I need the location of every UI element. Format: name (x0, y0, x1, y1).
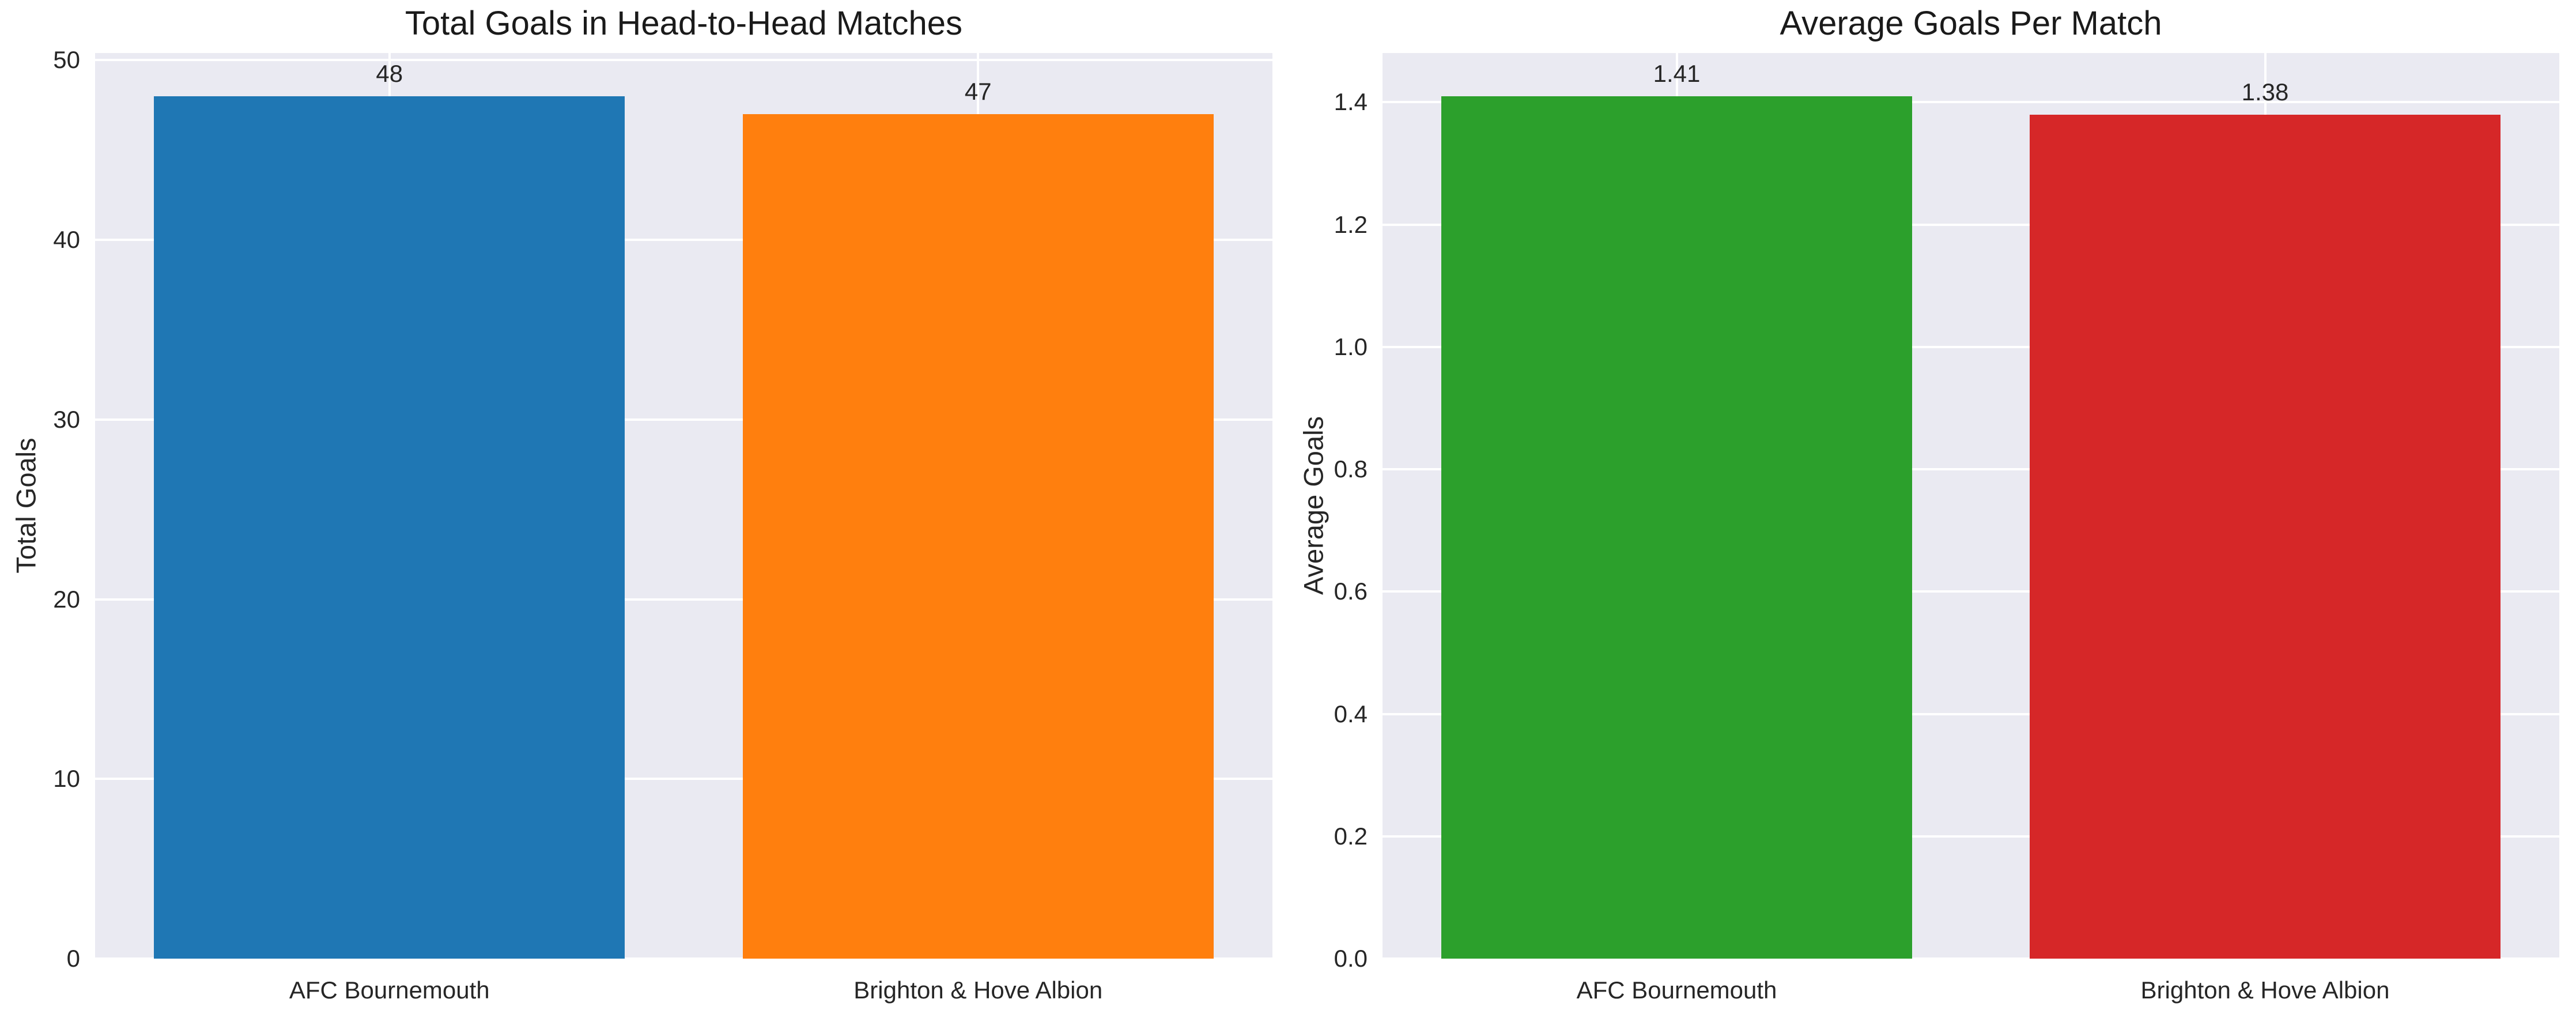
y-tick-label: 0.4 (1334, 700, 1368, 727)
y-tick-label: 1.4 (1334, 88, 1368, 116)
gridline-horizontal (95, 239, 1272, 242)
bar-value-label: 48 (376, 59, 403, 87)
y-axis-label: Average Goals (1298, 416, 1329, 595)
y-tick-label: 0.0 (1334, 945, 1368, 972)
y-tick-label: 10 (53, 765, 80, 793)
gridline-horizontal (95, 598, 1272, 601)
gridline-horizontal (95, 418, 1272, 421)
y-tick-label: 20 (53, 585, 80, 613)
plot-area: 0 10 20 30 40 50 48 AFC Bournemouth 47 Brighton &… (53, 48, 1272, 1004)
gridline-horizontal (1383, 468, 2559, 471)
gridline-horizontal (1383, 957, 2559, 960)
gridline-horizontal (95, 59, 1272, 62)
y-tick-label: 0.8 (1334, 455, 1368, 483)
gridline-horizontal (1383, 223, 2559, 226)
x-tick-label: Brighton & Hove Albion (2140, 976, 2390, 1004)
plot-area: 0.0 0.2 0.4 0.6 0.8 1.0 1.2 1.4 1.41 AFC Bournemo… (1334, 53, 2559, 1004)
y-tick-label: 50 (53, 46, 80, 74)
y-tick-label: 30 (53, 405, 80, 433)
y-tick-label: 0.6 (1334, 578, 1368, 605)
x-tick-label: AFC Bournemouth (289, 976, 490, 1004)
x-tick-label: AFC Bournemouth (1576, 976, 1777, 1004)
y-tick-label: 1.2 (1334, 210, 1368, 238)
bar-value-label: 1.38 (2241, 78, 2289, 105)
gridline-horizontal (1383, 835, 2559, 838)
y-tick-label: 1.0 (1334, 333, 1368, 360)
gridline-horizontal (95, 957, 1272, 960)
y-tick-label: 0.2 (1334, 822, 1368, 850)
bar-afc-bournemouth (1441, 96, 1912, 959)
y-tick-label: 0 (66, 945, 80, 972)
bar-afc-bournemouth (154, 96, 625, 959)
gridline-horizontal (1383, 590, 2559, 593)
bar-value-label: 47 (964, 77, 992, 105)
gridline-horizontal (1383, 345, 2559, 348)
gridline-horizontal (1383, 712, 2559, 715)
bar-brighton-hove-albion (742, 114, 1214, 959)
x-tick-label: Brighton & Hove Albion (853, 976, 1103, 1004)
chart-title: Total Goals in Head-to-Head Matches (405, 5, 963, 42)
bar-brighton-hove-albion (2030, 114, 2501, 959)
gridline-horizontal (1383, 101, 2559, 104)
y-tick-label: 40 (53, 226, 80, 254)
chart-title: Average Goals Per Match (1780, 5, 2162, 42)
gridline-horizontal (95, 778, 1272, 781)
bar-value-label: 1.41 (1653, 59, 1701, 87)
